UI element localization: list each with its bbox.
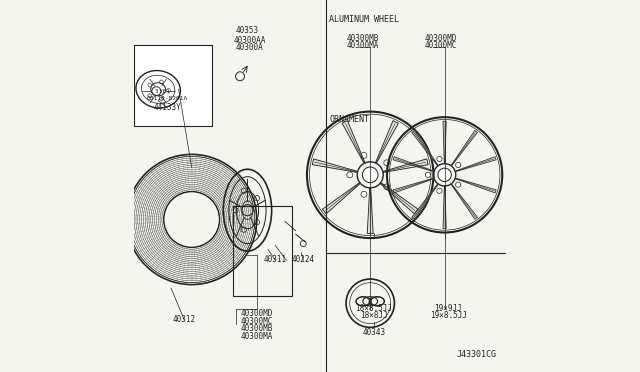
Polygon shape	[451, 184, 477, 219]
Circle shape	[361, 191, 367, 197]
FancyBboxPatch shape	[134, 45, 212, 126]
Text: 19×8.5JJ: 19×8.5JJ	[430, 311, 467, 320]
Polygon shape	[443, 121, 446, 164]
Polygon shape	[380, 183, 418, 214]
Text: 40300MA: 40300MA	[347, 41, 379, 50]
Text: 44133Y: 44133Y	[154, 103, 181, 112]
Text: 18×8JJ: 18×8JJ	[360, 311, 388, 320]
Text: 40311: 40311	[264, 255, 287, 264]
Text: 40300MB: 40300MB	[241, 324, 273, 333]
Text: 19×9JJ: 19×9JJ	[435, 304, 462, 312]
Circle shape	[384, 184, 390, 190]
Text: 40300AA: 40300AA	[233, 36, 266, 45]
Text: 40300MB: 40300MB	[347, 34, 379, 43]
Polygon shape	[393, 157, 434, 171]
Polygon shape	[376, 121, 398, 163]
Circle shape	[438, 168, 451, 182]
Text: 3: 3	[155, 89, 158, 94]
Text: 40312: 40312	[173, 315, 196, 324]
Polygon shape	[383, 159, 428, 173]
Polygon shape	[412, 131, 438, 166]
Circle shape	[456, 163, 461, 168]
Polygon shape	[312, 159, 358, 173]
Text: J43301CG: J43301CG	[456, 350, 496, 359]
Circle shape	[361, 153, 367, 158]
Text: 40353: 40353	[236, 26, 259, 35]
Text: 40300A: 40300A	[236, 43, 263, 52]
Polygon shape	[367, 188, 373, 234]
Circle shape	[384, 160, 390, 166]
Polygon shape	[455, 178, 496, 193]
Circle shape	[456, 182, 461, 187]
Polygon shape	[455, 157, 496, 171]
Text: 40224: 40224	[292, 255, 315, 264]
Polygon shape	[451, 131, 477, 166]
Circle shape	[425, 172, 431, 177]
Text: 18×8.5JJ: 18×8.5JJ	[355, 304, 392, 312]
Circle shape	[437, 156, 442, 161]
Circle shape	[437, 188, 442, 193]
Text: 08110-8201A: 08110-8201A	[147, 96, 188, 102]
Text: 40300MD: 40300MD	[425, 34, 457, 43]
Text: 40343: 40343	[362, 328, 385, 337]
Text: ORNAMENT: ORNAMENT	[330, 115, 369, 124]
Polygon shape	[412, 184, 438, 219]
Text: 40300MD: 40300MD	[241, 309, 273, 318]
Polygon shape	[393, 178, 434, 193]
Circle shape	[362, 167, 378, 183]
Polygon shape	[323, 183, 360, 214]
Text: (E): (E)	[160, 89, 172, 94]
Text: 40300MC: 40300MC	[425, 41, 457, 50]
Text: 40300MA: 40300MA	[241, 331, 273, 340]
Text: 40300MC: 40300MC	[241, 317, 273, 326]
Polygon shape	[443, 186, 446, 228]
Polygon shape	[342, 121, 365, 163]
Text: ALUMINUM WHEEL: ALUMINUM WHEEL	[330, 15, 399, 24]
Circle shape	[347, 172, 353, 178]
